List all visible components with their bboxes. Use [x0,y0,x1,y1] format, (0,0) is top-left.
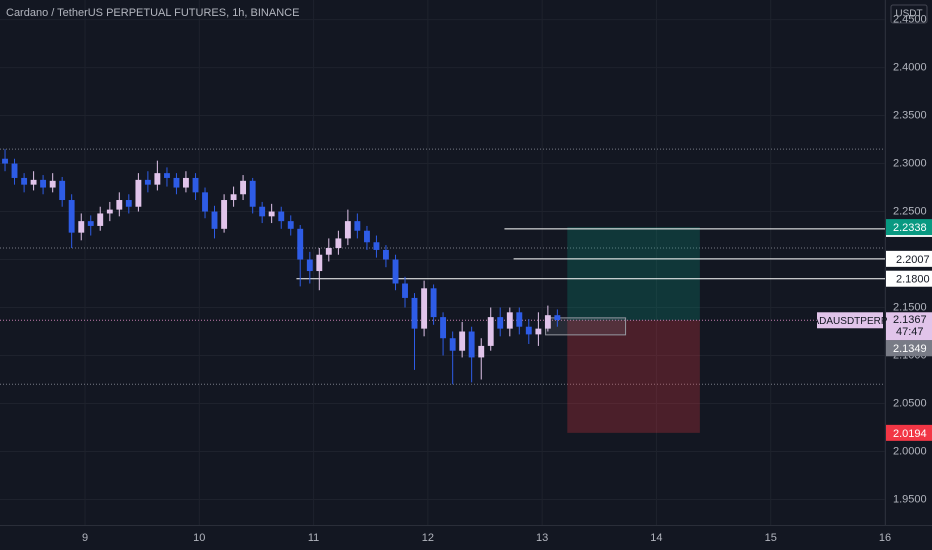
candle-body [354,221,361,231]
candle-body [164,173,170,178]
candle-body [68,200,75,233]
candle-body [373,242,380,250]
y-tick-label: 2.3500 [893,109,927,121]
entry-label-box [886,312,932,341]
candle-body [468,331,475,358]
y-tick-label: 2.1500 [893,301,927,313]
candle-body [325,248,332,255]
last-price-box [886,340,932,357]
price-label: 2.2007 [896,254,930,266]
candle-body [411,297,418,329]
candle-body [259,206,266,217]
candle-body [287,221,294,229]
candle-body [144,179,151,185]
candle-body [2,158,8,164]
candle-body [87,221,94,226]
candle-body [78,221,85,233]
candle-body [506,312,513,329]
countdown: 47:47 [896,326,924,338]
candle-body [316,254,323,272]
target-label: 2.2338 [893,222,927,234]
candle-body [59,180,66,201]
candle-body [297,228,304,260]
currency-label: USDT [895,9,922,20]
candle-body [430,288,437,318]
candle-body [392,259,399,284]
candle-body [459,331,466,351]
candle-body [487,317,494,346]
candle-body [11,163,18,178]
entry-label: 2.1367 [893,314,927,326]
candle-body [173,177,180,188]
candle-body [97,213,104,226]
candle-body [230,194,237,201]
chart-title: Cardano / TetherUS PERPETUAL FUTURES, 1h… [6,7,299,19]
y-tick-label: 2.3000 [893,157,927,169]
candle-body [554,315,561,320]
price-label-box [886,270,932,287]
y-tick-label: 2.0000 [893,445,927,457]
x-tick-label: 16 [879,532,891,544]
x-tick-label: 15 [765,532,777,544]
candle-body [306,259,313,272]
symbol-box [817,312,883,329]
candle-body [192,177,199,193]
candle-body [221,200,228,229]
symbol-label: ADAUSDTPERP [812,316,887,327]
candle-body [135,179,142,207]
candle-body [125,200,132,207]
candle-body [154,173,161,185]
candle-body [497,317,504,329]
price-label: 2.1800 [896,274,930,286]
candle-body [278,211,285,222]
target-label-box [886,219,932,236]
candle-body [21,177,28,185]
currency-box [890,4,928,24]
x-tick-label: 10 [193,532,205,544]
candle-body [240,180,247,195]
candle-body [30,179,37,185]
candle-body [535,328,542,335]
candle-body [211,211,218,229]
candle-body [106,209,113,214]
candle-body [268,211,275,217]
candle-body [449,338,456,351]
candle-body [249,180,256,207]
y-tick-label: 1.9500 [893,493,927,505]
candle-body [544,315,551,329]
stop-label-box [886,424,932,441]
y-tick-label: 2.4500 [893,13,927,25]
x-tick-label: 11 [308,532,319,544]
stop-zone [567,320,700,433]
price-label-box [886,250,932,267]
candle-body [202,192,208,212]
last-price-label: 2.1349 [893,343,927,355]
y-tick-label: 2.0500 [893,397,927,409]
candle-body [40,179,47,188]
candle-body [182,177,189,188]
candle-body [478,345,485,358]
candle-body [402,283,408,298]
candle-body [516,312,523,327]
candle-body [344,221,351,239]
y-tick-label: 2.2500 [893,205,927,217]
candle-body [382,249,389,260]
x-tick-label: 9 [82,532,88,544]
candle-body [116,200,123,210]
x-tick-label: 13 [536,532,548,544]
candle-body [335,238,342,249]
candle-body [440,317,447,339]
candle-body [49,180,56,188]
candle-body [364,230,370,243]
stop-label: 2.0194 [893,428,927,440]
x-tick-label: 12 [422,532,434,544]
target-zone [567,227,700,321]
y-tick-label: 2.4000 [893,61,927,73]
candle-body [421,288,428,329]
candle-body [525,326,532,335]
x-tick-label: 14 [650,532,662,544]
